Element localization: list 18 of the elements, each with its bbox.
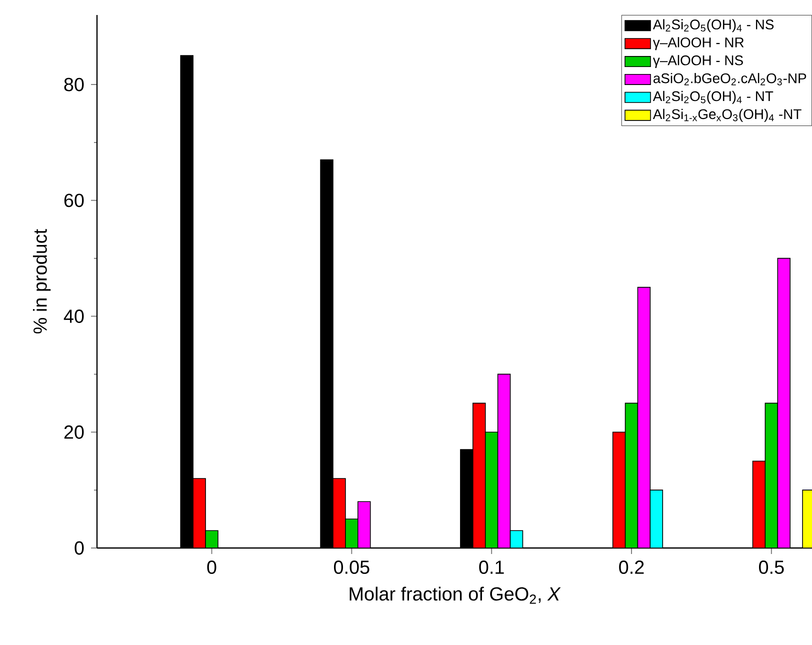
- y-axis-title: % in product: [32, 229, 51, 334]
- text: Al$_{2}$Si$_{1-x}$Ge$_{x}$O$_{3}$(OH)$_{4}$ -NT: [652, 108, 802, 122]
- x-axis-title: Molar fraction of GeO$_{2}$, X: [350, 586, 561, 604]
- x-tick-label: 0.5: [759, 560, 784, 574]
- x-tick-label: 0.2: [619, 560, 644, 574]
- y-tick-label: 20: [64, 425, 84, 439]
- y-tick-label: 60: [64, 194, 84, 208]
- y-tick-label: 0: [74, 541, 84, 555]
- x-tick-label: 0.1: [479, 560, 504, 574]
- legend-label: γ–AlOOH - NR: [652, 37, 744, 50]
- x-tick-label: 0.05: [334, 560, 370, 574]
- y-tick-label: 40: [64, 310, 84, 323]
- y-tick-label: 80: [64, 78, 84, 92]
- text: Al$_{2}$Si$_{2}$O$_{5}$(OH)$_{4}$ - NS: [652, 19, 774, 32]
- text: Al$_{2}$Si$_{2}$O$_{5}$(OH)$_{4}$ - NT: [652, 90, 774, 104]
- x-tick-label: 0: [207, 560, 216, 574]
- text: aSiO$_{2}$.bGeO$_{2}$.cAl$_{2}$O$_{3}$-NP: [653, 72, 806, 86]
- legend-label: γ–AlOOH - NS: [652, 55, 743, 68]
